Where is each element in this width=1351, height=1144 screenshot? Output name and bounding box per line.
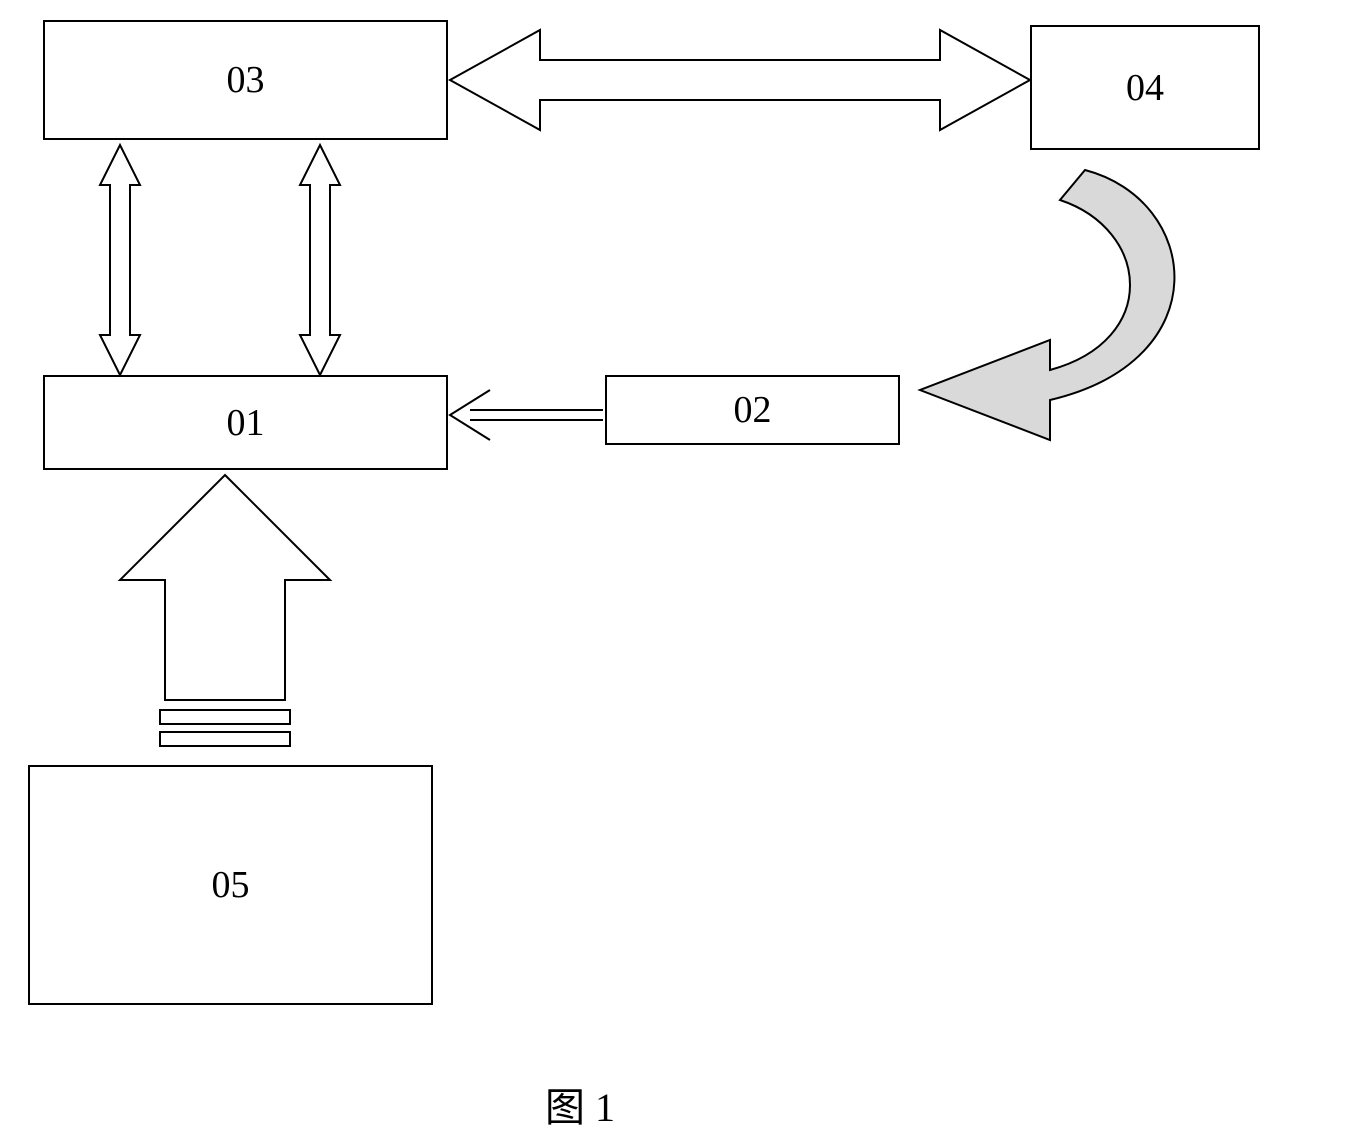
node-04: 04 [1030,25,1260,150]
node-03: 03 [43,20,448,140]
node-05-label: 05 [212,863,250,907]
node-03-label: 03 [227,58,265,102]
node-04-label: 04 [1126,66,1164,110]
arrow-03-01-left [100,145,140,375]
node-02-label: 02 [734,388,772,432]
arrow-03-01-right [300,145,340,375]
figure-caption: 图 1 [545,1075,615,1133]
arrow-04-02 [920,170,1174,440]
arrow-05-01 [120,475,330,746]
arrow-02-01 [450,390,603,440]
node-02: 02 [605,375,900,445]
diagram-canvas: 03 04 01 02 05 [0,0,1351,1144]
node-01-label: 01 [227,401,265,445]
node-01: 01 [43,375,448,470]
arrow-03-04 [450,30,1030,130]
node-05: 05 [28,765,433,1005]
